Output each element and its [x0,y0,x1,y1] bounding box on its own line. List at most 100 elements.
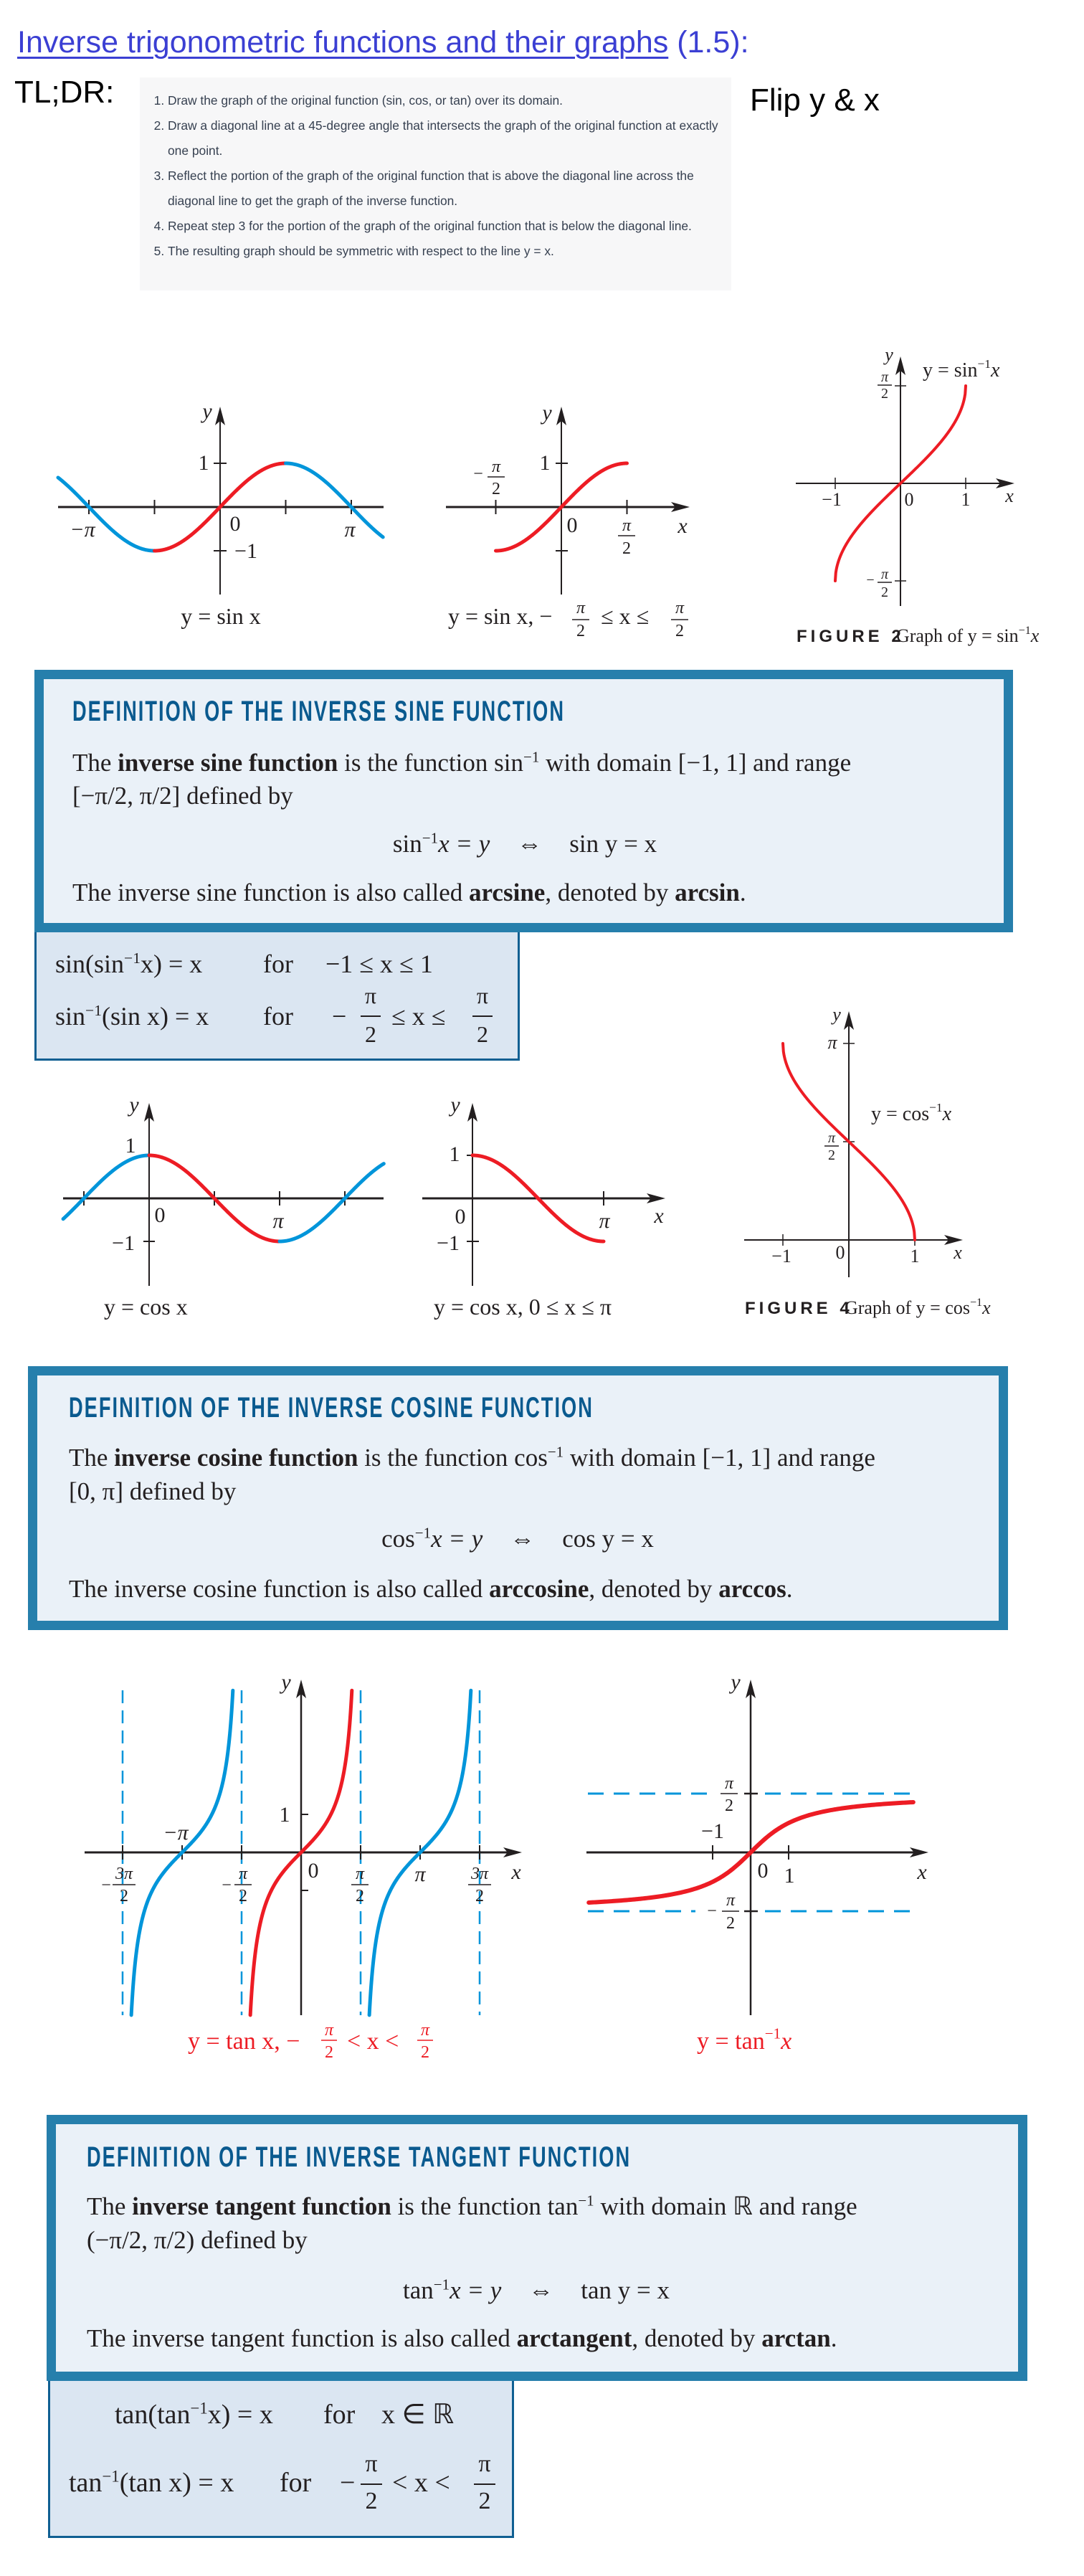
caption-fraction-numerator: π [421,2021,430,2040]
text: x) = x [207,2400,273,2430]
caption-fraction-numerator: π [325,2021,334,2040]
tick-label: −1 [437,1231,460,1255]
identity-lhs: sin−1(sin x) = x [55,1003,209,1029]
definition-line: (−π/2, π/2) defined by [87,2226,308,2254]
text: is the function cos [358,1444,548,1472]
tick-fraction-numerator: π [239,1865,248,1883]
fraction-denominator: 2 [478,2488,491,2514]
definition-heading: DEFINITION OF THE INVERSE SINE FUNCTION [72,696,566,727]
tick-fraction-numerator: π [881,369,889,385]
cosine-curve-extended [61,1153,151,1221]
definition-box-inverse-tangent [47,2115,1027,2381]
identity-minus: − [340,2468,356,2498]
fraction-denominator: 2 [365,1021,376,1047]
x-axis-arrow-icon [647,1193,665,1203]
identity-lhs: sin(sin−1x) = x [55,950,202,978]
definition-formula: cos−1x = y ⇔ cos y = x [381,1525,654,1553]
identity-box-sine [34,932,520,1061]
tick-label: −π [70,518,95,541]
y-axis-label: y [830,1004,841,1025]
tldr-step: Draw the graph of the original function … [168,88,731,113]
graph-caption: y = tan−1x [697,2025,791,2055]
definition-alias: The inverse tangent function is also cal… [87,2326,837,2351]
text: The [87,2192,133,2220]
tldr-step: Draw a diagonal line at a 45-degree angl… [168,113,731,164]
text: The inverse cosine function is also call… [69,1575,490,1603]
tick-label: 1 [911,1246,920,1266]
superscript: −1 [433,2276,450,2293]
tldr-step: Repeat step 3 for the portion of the gra… [168,214,731,239]
text: tan [402,2276,434,2304]
text: x = y [450,2276,502,2304]
fraction-numerator: π [478,2450,491,2477]
x-axis-arrow-icon [910,1847,928,1857]
tick-fraction-numerator: π [492,458,501,476]
title-suffix: (1.5): [677,25,749,60]
tick-fraction-denominator: 2 [881,584,888,600]
definition-alias: The inverse cosine function is also call… [69,1576,793,1601]
text: . [786,1575,793,1603]
caption-fraction-denominator: 2 [325,2043,333,2062]
tick-label: π [272,1209,284,1233]
label-superscript: −1 [970,1297,982,1309]
tick-fraction-denominator: 2 [725,1796,733,1815]
label-variable: x [942,1103,952,1125]
tldr-label: TL;DR: [14,75,115,110]
sine-curve-extended [284,461,385,539]
y-axis-arrow-icon [746,1680,756,1698]
y-axis-label: y [279,1670,291,1694]
text: . [830,2324,837,2352]
minus-sign: − [473,465,483,483]
text: , denoted by [632,2324,762,2352]
tldr-steps-box: Draw the graph of the original function … [140,77,731,290]
x-axis-arrow-icon [671,502,690,512]
sine-curve-restricted [153,461,287,553]
cosine-curve-restricted [147,1153,282,1244]
graph-caption: y = sin x [181,603,260,629]
text: sin(sin [55,950,125,978]
text: sin [392,830,422,858]
figure-number: FIGURE 2 [797,627,905,646]
label-superscript: −1 [977,357,990,371]
caption-fraction-denominator: 2 [576,622,585,640]
tick-fraction-numerator: π [725,1774,734,1793]
graph-caption: < x < [347,2028,399,2055]
tick-label: π [344,518,356,541]
x-axis-label: x [653,1204,664,1228]
fraction-numerator: π [364,982,377,1008]
label-text: y = cos [871,1103,929,1125]
superscript: −1 [578,2192,594,2210]
text: tan [69,2468,103,2498]
text: x = y [438,830,490,858]
curve-label: y = sin−1x [923,357,1000,382]
y-axis-label: y [883,344,893,365]
superscript: −1 [85,1002,102,1020]
superscript: −1 [102,2467,120,2486]
identity-for: for [323,2400,356,2430]
text: with domain ℝ and range [594,2192,857,2220]
tick-fraction-denominator: 2 [881,386,888,402]
tick-label: π [827,1032,837,1053]
tick-label: 1 [199,451,209,475]
superscript: −1 [422,829,439,847]
text: with domain [−1, 1] and range [539,749,852,777]
graph-caption: y = sin x, − [448,603,552,629]
alias-name: arctangent [516,2324,632,2352]
text: cos y = x [562,1525,654,1553]
tick-label: π [414,1862,426,1886]
graph-caption: y = cos x [104,1294,188,1320]
x-axis-label: x [1004,486,1014,506]
tick-label: 1 [125,1134,136,1157]
label-variable: x [780,2028,791,2055]
caption-fraction-denominator: 2 [675,622,684,640]
tick-fraction-denominator: 2 [239,1887,247,1905]
y-axis-label: y [127,1093,139,1117]
y-axis-label: y [200,399,212,423]
alias-abbr: arctan [761,2324,831,2352]
title-link[interactable]: Inverse trigonometric functions and thei… [17,25,669,60]
label-text: y = tan [697,2028,765,2055]
iff-symbol: ⇔ [517,830,543,858]
figure-caption: Graph of y = cos−1x [845,1297,991,1318]
origin-label: 0 [836,1242,845,1263]
tick-label: 1 [450,1142,460,1166]
